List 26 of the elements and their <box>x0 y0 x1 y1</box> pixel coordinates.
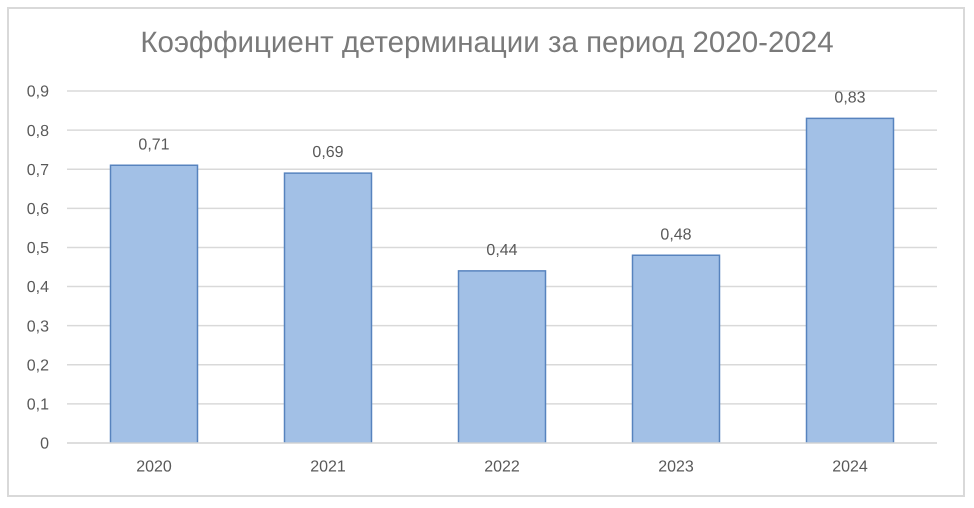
y-tick-label: 0,2 <box>26 357 50 374</box>
x-tick-label: 2020 <box>136 458 172 476</box>
x-tick-label: 2024 <box>832 458 868 476</box>
data-label: 0,48 <box>660 226 692 244</box>
y-tick-label: 0,8 <box>26 122 50 140</box>
y-tick-label: 0,5 <box>26 240 50 258</box>
y-tick-label: 0,7 <box>26 162 50 179</box>
data-label: 0,44 <box>486 242 518 259</box>
x-tick-label: 2023 <box>658 458 694 476</box>
y-tick-label: 0,9 <box>26 84 50 101</box>
y-tick-label: 0 <box>40 436 50 453</box>
bar <box>284 172 372 443</box>
data-label: 0,83 <box>834 89 866 106</box>
bar <box>632 254 720 443</box>
bar <box>110 164 198 443</box>
bar <box>806 118 894 443</box>
bar <box>458 270 546 443</box>
y-tick-label: 0,4 <box>26 279 50 296</box>
x-tick-label: 2022 <box>484 458 520 476</box>
data-label: 0,71 <box>138 136 170 154</box>
x-tick-label: 2021 <box>310 458 346 476</box>
data-label: 0,69 <box>312 144 344 162</box>
y-tick-label: 0,6 <box>26 201 50 218</box>
y-tick-label: 0,1 <box>26 396 50 414</box>
chart-title: Коэффициент детерминации за период 2020-2024 <box>139 26 835 60</box>
y-tick-label: 0,3 <box>26 318 50 336</box>
